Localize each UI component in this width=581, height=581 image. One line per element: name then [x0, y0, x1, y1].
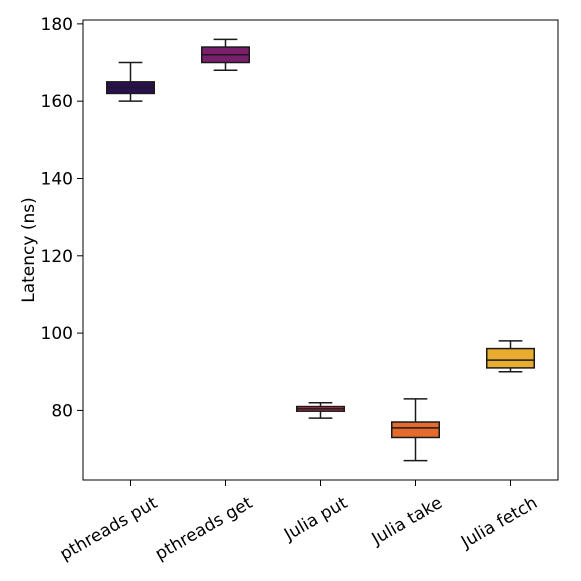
x-tick-label-2: Julia put — [280, 493, 351, 546]
y-tick-label-180: 180 — [41, 15, 73, 35]
x-tick-label-4: Julia fetch — [457, 493, 541, 553]
y-tick-label-100: 100 — [41, 324, 73, 344]
y-axis-label: Latency (ns) — [19, 197, 39, 303]
y-axis: 80 100 120 140 160 180 — [41, 15, 83, 421]
y-tick-label-140: 140 — [41, 169, 73, 189]
x-tick-label-1: pthreads get — [152, 493, 256, 565]
box-4 — [486, 340, 535, 373]
y-tick-label-80: 80 — [51, 401, 73, 421]
box-0 — [106, 61, 155, 102]
boxes-layer — [106, 38, 535, 462]
box-3 — [391, 398, 440, 462]
y-tick-label-120: 120 — [41, 247, 73, 267]
x-tick-label-3: Julia take — [368, 493, 446, 550]
plot-frame — [82, 19, 559, 481]
x-tick-label-0: pthreads put — [57, 493, 162, 565]
box-1 — [201, 38, 250, 72]
box-body — [391, 421, 440, 439]
box-body — [486, 347, 535, 369]
box-2 — [296, 401, 345, 419]
y-tick-label-160: 160 — [41, 92, 73, 112]
